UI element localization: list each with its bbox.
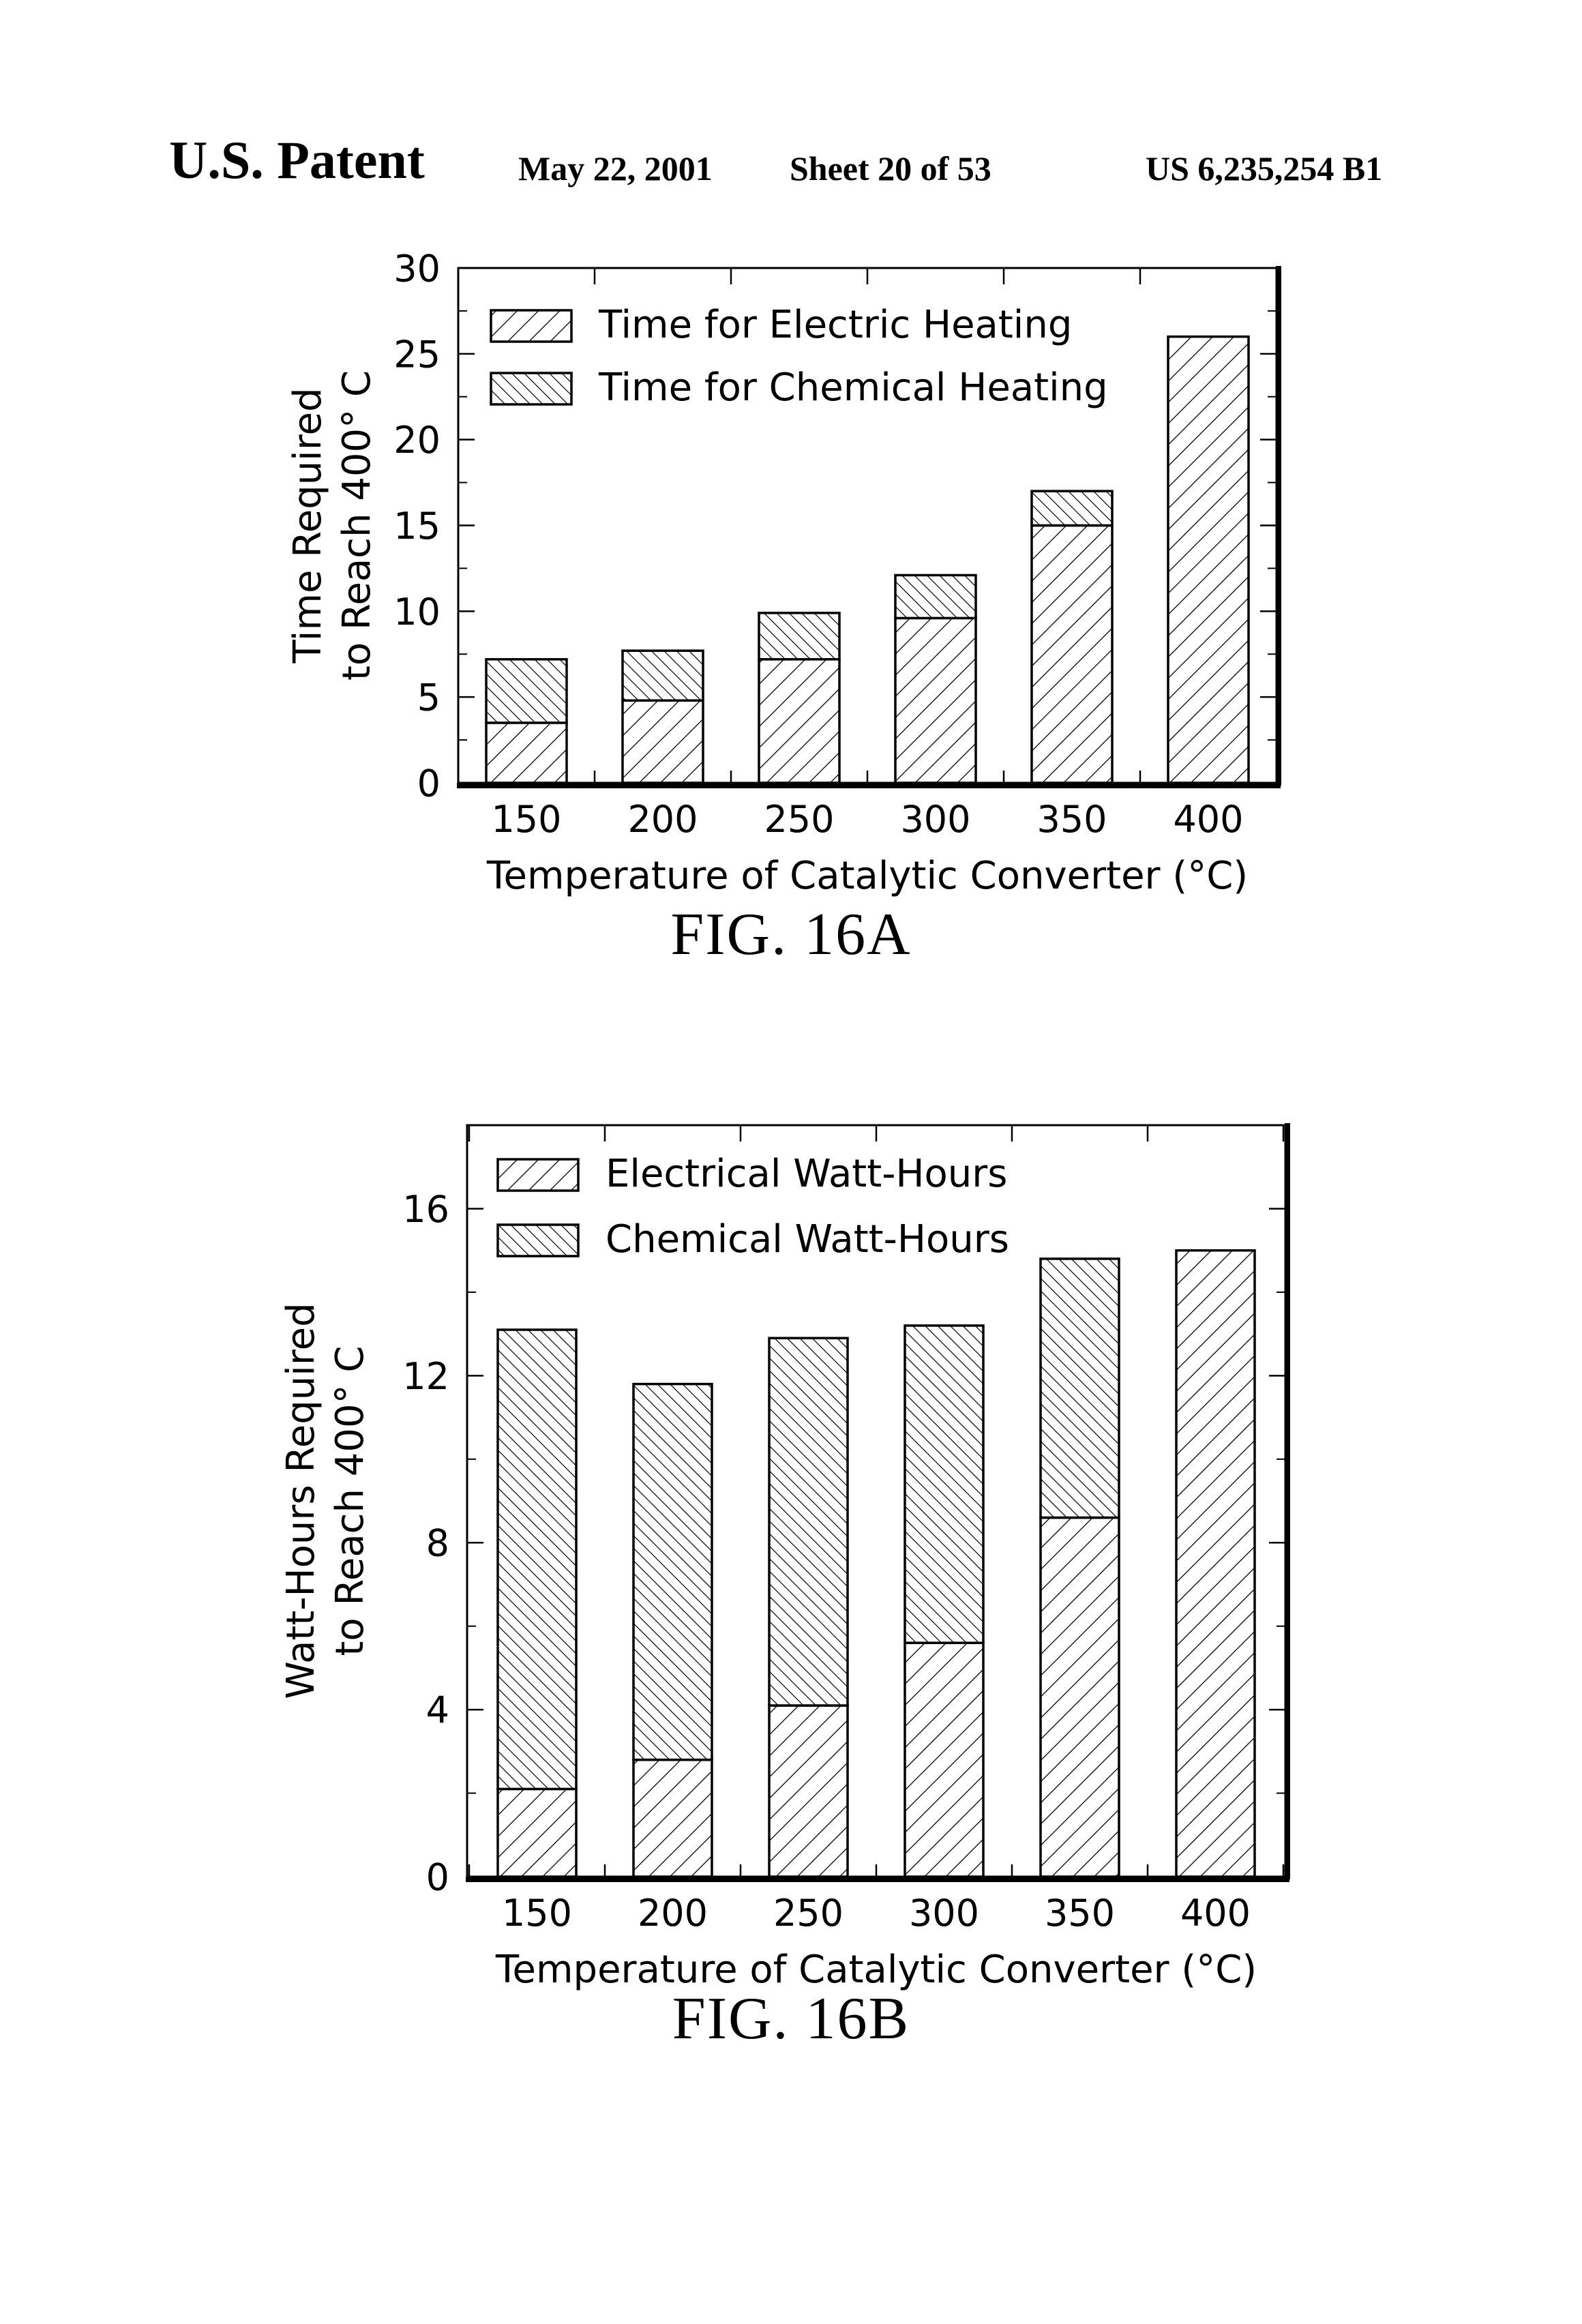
b-xtick-label: 400 <box>1180 1892 1251 1935</box>
b-ytick-label: 8 <box>426 1522 449 1565</box>
b-legend-label: Chemical Watt-Hours <box>606 1217 1009 1262</box>
b-xtick-label: 200 <box>638 1892 708 1935</box>
b-ylabel: to Reach 400° C <box>328 1345 372 1656</box>
b-xtick-label: 350 <box>1045 1892 1115 1935</box>
b-bar-electric <box>633 1760 712 1877</box>
b-bar-electric <box>905 1643 983 1877</box>
b-ytick-label: 12 <box>402 1355 449 1398</box>
figure-label-16b: FIG. 16B <box>0 1984 1582 2053</box>
b-xtick-label: 300 <box>909 1892 979 1935</box>
b-ytick-label: 16 <box>402 1188 449 1231</box>
b-legend-swatch <box>498 1159 578 1191</box>
figure-label-16a: FIG. 16A <box>0 900 1582 969</box>
b-ylabel: Watt-Hours Required <box>279 1302 323 1699</box>
b-bar-chemical <box>498 1330 576 1789</box>
b-bar-chemical <box>769 1338 848 1705</box>
b-ytick-label: 0 <box>426 1856 449 1898</box>
b-bar-chemical <box>905 1326 983 1643</box>
b-bar-chemical <box>1041 1259 1119 1518</box>
b-bar-electric <box>1041 1517 1119 1877</box>
b-legend-swatch <box>498 1225 578 1256</box>
b-legend-label: Electrical Watt-Hours <box>606 1152 1007 1196</box>
b-bar-electric <box>1176 1251 1255 1877</box>
b-bar-electric <box>498 1789 576 1877</box>
b-xtick-label: 250 <box>773 1892 844 1935</box>
b-bar-electric <box>769 1705 848 1877</box>
b-ytick-label: 4 <box>426 1689 449 1732</box>
b-xtick-label: 150 <box>502 1892 572 1935</box>
b-bar-chemical <box>633 1384 712 1760</box>
